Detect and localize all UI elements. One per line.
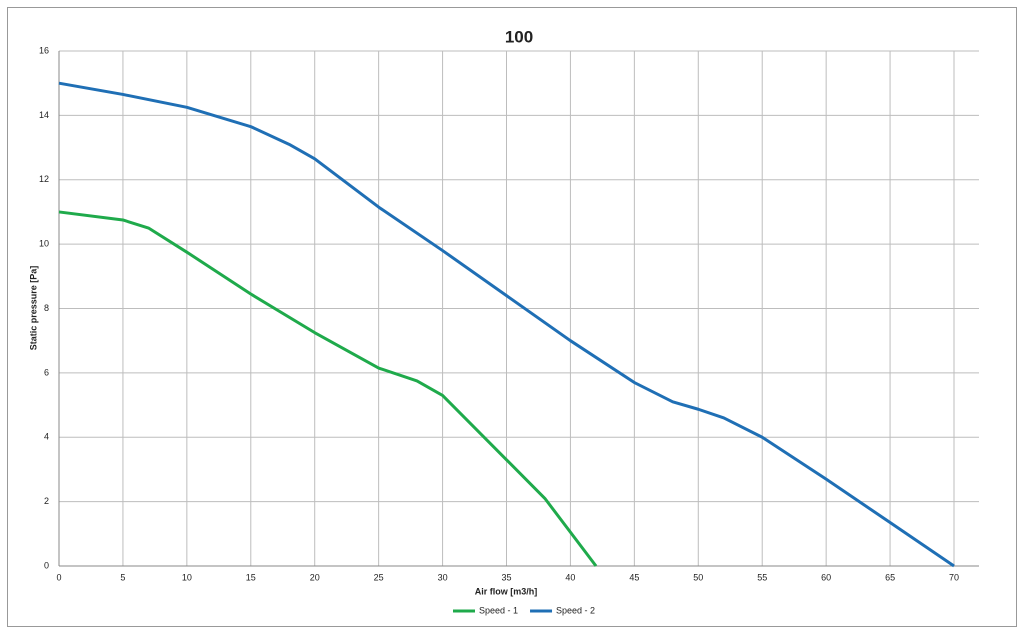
legend-label: Speed - 1 [479, 605, 518, 615]
x-tick-label: 40 [565, 572, 575, 582]
series-line [58, 210, 598, 567]
y-tick-label: 14 [39, 110, 49, 120]
x-tick-label: 20 [310, 572, 320, 582]
y-tick-label: 6 [44, 367, 49, 377]
x-axis-label: Air flow [m3/h] [475, 586, 538, 596]
legend-label: Speed - 2 [556, 605, 595, 615]
x-tick-label: 50 [693, 572, 703, 582]
y-tick-label: 16 [39, 45, 49, 55]
series-line [58, 81, 955, 568]
y-tick-label: 8 [44, 303, 49, 313]
y-tick-label: 0 [44, 560, 49, 570]
x-tick-label: 55 [757, 572, 767, 582]
x-tick-label: 30 [438, 572, 448, 582]
x-tick-label: 15 [246, 572, 256, 582]
x-tick-label: 60 [821, 572, 831, 582]
y-axis-label: Static pressure [Pa] [28, 266, 38, 351]
y-tick-label: 10 [39, 239, 49, 249]
x-tick-label: 70 [949, 572, 959, 582]
chart-title: 100 [505, 27, 533, 46]
x-tick-label: 25 [374, 572, 384, 582]
chart-frame [7, 7, 1017, 627]
y-tick-label: 4 [44, 432, 49, 442]
x-tick-label: 5 [120, 572, 125, 582]
y-tick-label: 12 [39, 174, 49, 184]
x-tick-label: 65 [885, 572, 895, 582]
y-tick-label: 2 [44, 496, 49, 506]
x-tick-label: 35 [501, 572, 511, 582]
x-tick-label: 0 [56, 572, 61, 582]
x-tick-label: 45 [629, 572, 639, 582]
x-tick-label: 10 [182, 572, 192, 582]
